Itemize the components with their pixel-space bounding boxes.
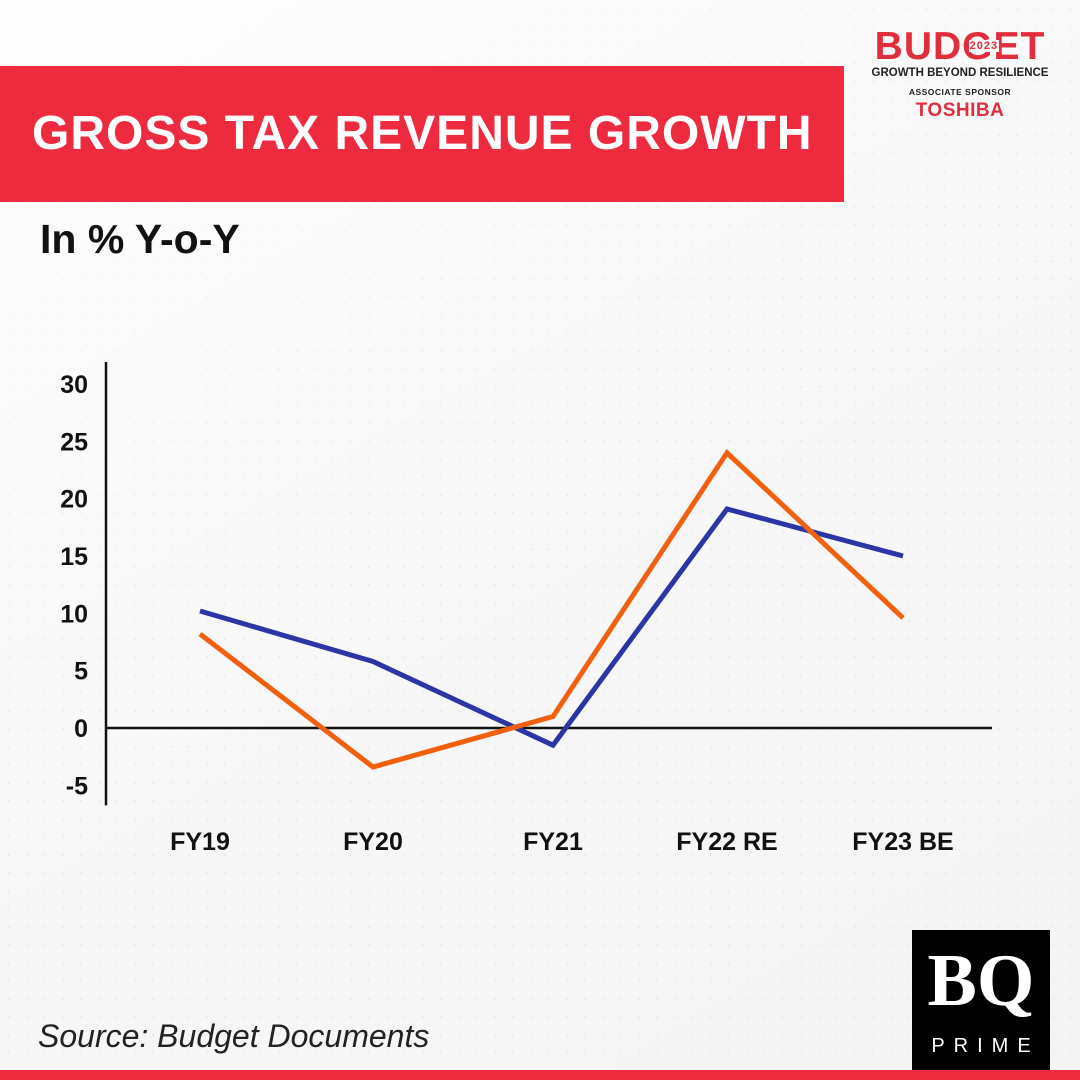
series-line-1: [199, 506, 904, 749]
y-tick-label: 10: [60, 600, 88, 628]
budget-logo: BUDGET 2023: [874, 25, 1046, 68]
x-tick-label: FY23 BE: [852, 828, 953, 856]
budget-tagline: GROWTH BEYOND RESILIENCE: [871, 67, 1049, 79]
y-tick-label: 20: [60, 486, 88, 514]
toshiba-logo: TOSHIBA: [915, 100, 1005, 121]
y-tick-label: 15: [60, 543, 88, 571]
chart-title: GROSS TAX REVENUE GROWTH: [32, 107, 813, 160]
y-tick-label: -5: [66, 772, 88, 800]
bq-prime-logo: BQ PRIME: [912, 930, 1050, 1070]
title-banner: GROSS TAX REVENUE GROWTH: [0, 66, 844, 202]
y-tick-label: 5: [74, 658, 88, 686]
y-tick-label: 30: [60, 371, 88, 399]
series-line-2: [198, 448, 905, 770]
y-tick-label: 0: [74, 715, 88, 743]
budget-logo-word: BUDGET: [874, 25, 1046, 68]
bq-logo-mark: BQ: [927, 940, 1035, 1022]
x-tick-label: FY21: [523, 828, 583, 856]
source-note: Source: Budget Documents: [38, 1018, 430, 1054]
x-tick-label: FY22 RE: [676, 828, 777, 856]
chart-subtitle: In % Y-o-Y: [40, 216, 240, 262]
sponsor-block: BUDGET 2023 GROWTH BEYOND RESILIENCE ASS…: [858, 25, 1062, 122]
associate-sponsor-label: ASSOCIATE SPONSOR: [908, 87, 1012, 97]
bottom-accent-strip: [0, 1070, 1080, 1080]
bq-logo-prime: PRIME: [931, 1035, 1040, 1057]
x-tick-label: FY19: [170, 828, 230, 856]
x-tick-label: FY20: [343, 828, 403, 856]
y-tick-label: 25: [60, 428, 88, 456]
budget-logo-year: 2023: [968, 40, 1000, 52]
